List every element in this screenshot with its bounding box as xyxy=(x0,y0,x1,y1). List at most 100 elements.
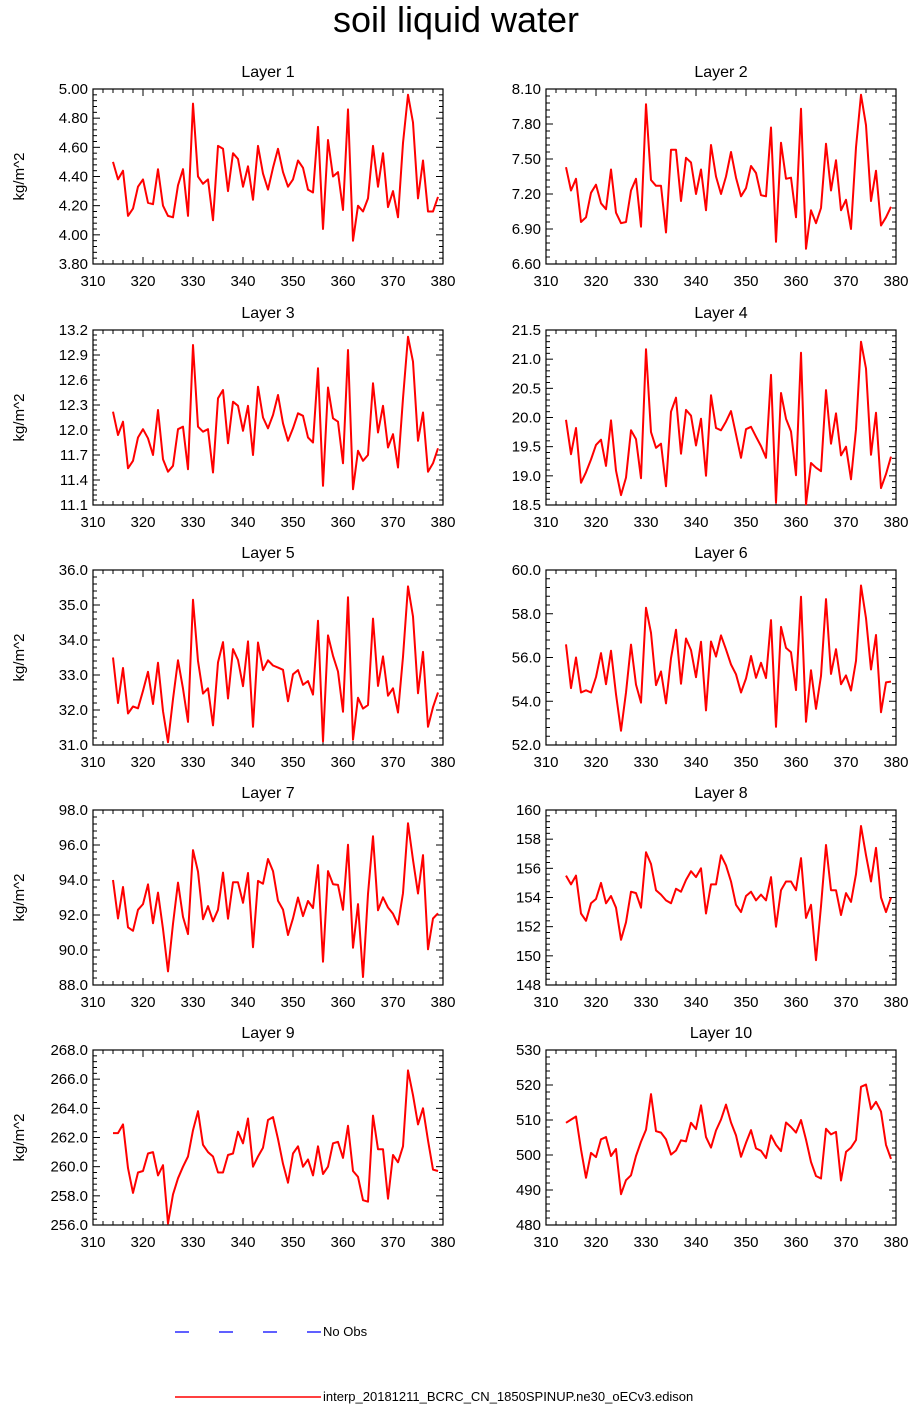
x-tick-label: 350 xyxy=(733,514,758,531)
x-tick-label: 310 xyxy=(533,994,558,1011)
y-axis-label: kg/m^2 xyxy=(11,874,28,922)
y-tick-label: 12.0 xyxy=(59,422,88,439)
x-tick-label: 350 xyxy=(733,1234,758,1251)
y-tick-label: 520 xyxy=(516,1077,541,1094)
x-tick-label: 350 xyxy=(280,754,305,771)
y-tick-label: 156 xyxy=(516,860,541,877)
series-line xyxy=(565,584,892,732)
y-tick-label: 8.10 xyxy=(512,81,541,98)
panel-title: Layer 2 xyxy=(694,64,747,81)
x-tick-label: 380 xyxy=(883,273,908,290)
y-tick-label: 31.0 xyxy=(59,737,88,754)
y-tick-label: 12.9 xyxy=(59,347,88,364)
x-tick-label: 360 xyxy=(783,754,808,771)
panel-title: Layer 9 xyxy=(241,1025,294,1042)
plot-frame xyxy=(545,329,897,506)
x-tick-label: 310 xyxy=(533,514,558,531)
x-tick-label: 370 xyxy=(380,754,405,771)
x-tick-label: 330 xyxy=(180,994,205,1011)
x-tick-label: 360 xyxy=(783,514,808,531)
x-tick-label: 340 xyxy=(683,514,708,531)
y-tick-label: 500 xyxy=(516,1147,541,1164)
y-tick-label: 5.00 xyxy=(59,81,88,98)
y-tick-label: 54.0 xyxy=(512,693,541,710)
series-line xyxy=(112,335,439,491)
y-tick-label: 4.80 xyxy=(59,110,88,127)
y-tick-label: 6.60 xyxy=(512,256,541,273)
plot-frame xyxy=(92,809,444,986)
x-tick-label: 380 xyxy=(883,994,908,1011)
y-tick-label: 480 xyxy=(516,1217,541,1234)
series-line xyxy=(112,585,439,744)
y-tick-label: 96.0 xyxy=(59,837,88,854)
panel-7: Layer 7 310 320 330 340 350 360 370 380 88.0 90.0 9… xyxy=(11,785,456,1011)
x-tick-label: 370 xyxy=(833,994,858,1011)
y-tick-label: 33.0 xyxy=(59,667,88,684)
x-tick-label: 340 xyxy=(683,273,708,290)
x-tick-label: 310 xyxy=(80,273,105,290)
y-tick-label: 11.7 xyxy=(60,447,88,464)
y-tick-label: 530 xyxy=(516,1042,541,1059)
x-tick-label: 370 xyxy=(833,514,858,531)
x-tick-label: 380 xyxy=(430,994,455,1011)
x-tick-label: 340 xyxy=(230,514,255,531)
series-line xyxy=(112,822,439,978)
x-tick-label: 310 xyxy=(80,514,105,531)
plot-frame xyxy=(545,569,897,746)
x-tick-label: 340 xyxy=(683,994,708,1011)
x-tick-label: 370 xyxy=(380,994,405,1011)
y-tick-label: 52.0 xyxy=(512,737,541,754)
x-tick-label: 320 xyxy=(130,994,155,1011)
plot-frame xyxy=(545,88,897,265)
y-axis-label: kg/m^2 xyxy=(11,153,28,201)
y-tick-label: 4.20 xyxy=(59,198,88,215)
x-tick-label: 350 xyxy=(733,754,758,771)
y-tick-label: 266.0 xyxy=(50,1071,88,1088)
y-tick-label: 256.0 xyxy=(50,1217,88,1234)
x-tick-label: 340 xyxy=(230,273,255,290)
series-line xyxy=(565,340,892,506)
x-tick-label: 370 xyxy=(833,273,858,290)
x-tick-label: 330 xyxy=(633,754,658,771)
x-tick-label: 320 xyxy=(583,994,608,1011)
x-tick-label: 310 xyxy=(533,273,558,290)
x-tick-label: 380 xyxy=(883,1234,908,1251)
x-tick-label: 380 xyxy=(430,754,455,771)
panel-8: Layer 8 310 320 330 340 350 360 370 380 148 150 152… xyxy=(516,785,909,1011)
y-tick-label: 510 xyxy=(516,1112,541,1129)
panel-1: Layer 1 310 320 330 340 350 360 370 380 3.80 4.00 4… xyxy=(11,64,456,290)
y-tick-label: 12.3 xyxy=(59,397,88,414)
x-tick-label: 320 xyxy=(130,754,155,771)
y-tick-label: 160 xyxy=(516,802,541,819)
x-tick-label: 330 xyxy=(180,1234,205,1251)
legend-swatch-dashed xyxy=(175,1331,321,1333)
x-tick-label: 380 xyxy=(883,514,908,531)
x-tick-label: 320 xyxy=(130,273,155,290)
y-tick-label: 20.5 xyxy=(512,380,541,397)
y-tick-label: 148 xyxy=(516,977,541,994)
plot-frame xyxy=(545,1049,897,1226)
x-tick-label: 350 xyxy=(280,1234,305,1251)
x-tick-label: 320 xyxy=(583,514,608,531)
x-tick-label: 330 xyxy=(633,514,658,531)
x-tick-label: 360 xyxy=(330,1234,355,1251)
y-tick-label: 13.2 xyxy=(59,322,88,339)
y-tick-label: 92.0 xyxy=(59,907,88,924)
panel-title: Layer 3 xyxy=(241,305,294,322)
chart-main-title: soil liquid water xyxy=(332,0,580,40)
legend-item-no-obs: No Obs xyxy=(175,1322,475,1342)
x-tick-label: 330 xyxy=(633,273,658,290)
x-tick-label: 380 xyxy=(883,754,908,771)
x-tick-label: 330 xyxy=(633,1234,658,1251)
x-tick-label: 310 xyxy=(533,754,558,771)
x-tick-label: 360 xyxy=(783,1234,808,1251)
y-tick-label: 19.5 xyxy=(512,439,541,456)
x-tick-label: 350 xyxy=(280,514,305,531)
x-tick-label: 310 xyxy=(80,994,105,1011)
panel-5: Layer 5 310 320 330 340 350 360 370 380 31.0 32.0 3… xyxy=(11,545,456,771)
y-tick-label: 88.0 xyxy=(59,977,88,994)
x-tick-label: 380 xyxy=(430,273,455,290)
y-tick-label: 4.40 xyxy=(59,169,88,186)
x-tick-label: 330 xyxy=(633,994,658,1011)
series-line xyxy=(565,825,892,962)
